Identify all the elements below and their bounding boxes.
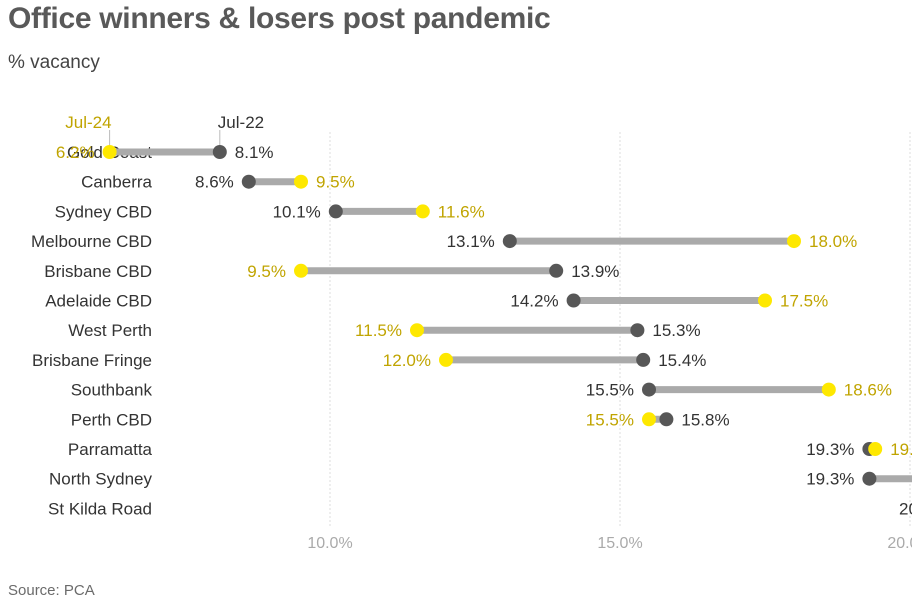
value-label-high: 17.5% — [780, 292, 828, 311]
value-label-high: 15.3% — [652, 321, 700, 340]
value-label-low: 15.5% — [586, 381, 634, 400]
value-label-high: 11.6% — [438, 202, 485, 221]
chart-row: Brisbane Fringe 15.4% 12.0% — [32, 351, 706, 370]
value-label-high: 15.8% — [681, 410, 729, 429]
jul22-point — [642, 382, 656, 397]
value-label-low: 8.6% — [195, 173, 234, 192]
jul24-point — [294, 263, 308, 278]
legend-label: Jul-24 — [65, 113, 111, 132]
chart-subtitle: % vacancy — [8, 52, 100, 73]
value-label-low: 6.2% — [56, 143, 95, 162]
category-label: Southbank — [71, 381, 153, 400]
category-label: Perth CBD — [71, 410, 152, 429]
legend-label: Jul-22 — [218, 113, 264, 132]
jul24-point — [868, 442, 883, 456]
category-label: Sydney CBD — [55, 202, 152, 221]
category-label: St Kilda Road — [48, 499, 152, 518]
jul22-point — [549, 263, 564, 278]
jul24-point — [410, 323, 424, 338]
jul24-point — [787, 234, 801, 249]
category-label: Brisbane CBD — [44, 262, 152, 281]
chart-row: Sydney CBD 11.6% 10.1% — [55, 202, 485, 221]
chart-row: Parramatta 19.4% 19.3% — [68, 440, 912, 459]
chart-row: Adelaide CBD 17.5% 14.2% — [45, 292, 828, 311]
jul24-point — [758, 293, 772, 308]
value-label-high: 19.4% — [890, 440, 912, 459]
chart-title: Office winners & losers post pandemic — [8, 2, 551, 35]
chart-rows: Gold Coast8.1%6.2%Canberra9.5%8.6%Sydney… — [31, 143, 912, 518]
jul22-point — [212, 145, 227, 159]
chart-row: Southbank 18.6% 15.5% — [71, 381, 892, 400]
value-label-low: 9.5% — [247, 262, 286, 281]
value-label-high: 15.4% — [658, 351, 706, 370]
value-label-low: 15.5% — [586, 410, 634, 429]
value-label-high: 18.0% — [809, 232, 857, 251]
value-label-high: 13.9% — [571, 262, 619, 281]
chart-row: Perth CBD 15.8% 15.5% — [71, 410, 730, 429]
value-label-low: 13.1% — [447, 232, 495, 251]
jul22-point — [502, 234, 517, 249]
jul22-point — [566, 293, 581, 308]
chart-row: Brisbane CBD 13.9% 9.5% — [44, 262, 619, 281]
x-tick-label: 15.0% — [597, 535, 642, 552]
jul22-point — [241, 174, 256, 189]
x-axis-ticks: 10.0%15.0%20.0%25.0% — [307, 535, 912, 552]
source-note: Source: PCA — [8, 582, 95, 599]
jul24-point — [294, 174, 308, 189]
jul22-point — [862, 471, 877, 486]
x-tick-label: 20.0% — [887, 535, 912, 552]
category-label: Brisbane Fringe — [32, 351, 152, 370]
chart-row: West Perth 15.3% 11.5% — [68, 321, 700, 340]
value-label-low: 20.9% — [899, 499, 912, 518]
category-label: West Perth — [68, 321, 152, 340]
jul24-point — [642, 412, 656, 427]
category-label: Melbourne CBD — [31, 232, 152, 251]
category-label: Parramatta — [68, 440, 153, 459]
jul22-point — [630, 323, 645, 338]
value-label-low: 11.5% — [355, 321, 402, 340]
chart-row: St Kilda Road27.4%20.9% — [48, 499, 912, 518]
category-label: North Sydney — [49, 470, 152, 489]
value-label-low: 12.0% — [383, 351, 431, 370]
value-label-low: 19.3% — [806, 470, 854, 489]
jul24-point — [102, 145, 117, 159]
category-label: Adelaide CBD — [45, 292, 152, 311]
value-label-high: 8.1% — [235, 143, 274, 162]
jul22-point — [636, 352, 651, 367]
jul22-point — [659, 412, 674, 427]
chart-row: Melbourne CBD 18.0% 13.1% — [31, 232, 857, 251]
jul24-point — [821, 382, 836, 397]
jul24-point — [439, 352, 453, 367]
value-label-high: 9.5% — [316, 173, 355, 192]
chart-row: North Sydney23.5%19.3% — [49, 470, 912, 489]
chart-row: Canberra 9.5% 8.6% — [81, 173, 355, 192]
x-tick-label: 10.0% — [307, 535, 352, 552]
chart-row: Gold Coast8.1%6.2% — [56, 143, 274, 162]
value-label-low: 14.2% — [510, 292, 558, 311]
category-label: Canberra — [81, 173, 152, 192]
value-label-low: 10.1% — [273, 202, 321, 221]
jul24-point — [415, 204, 430, 219]
jul22-point — [328, 204, 343, 219]
value-label-low: 19.3% — [806, 440, 854, 459]
value-label-high: 18.6% — [844, 381, 892, 400]
